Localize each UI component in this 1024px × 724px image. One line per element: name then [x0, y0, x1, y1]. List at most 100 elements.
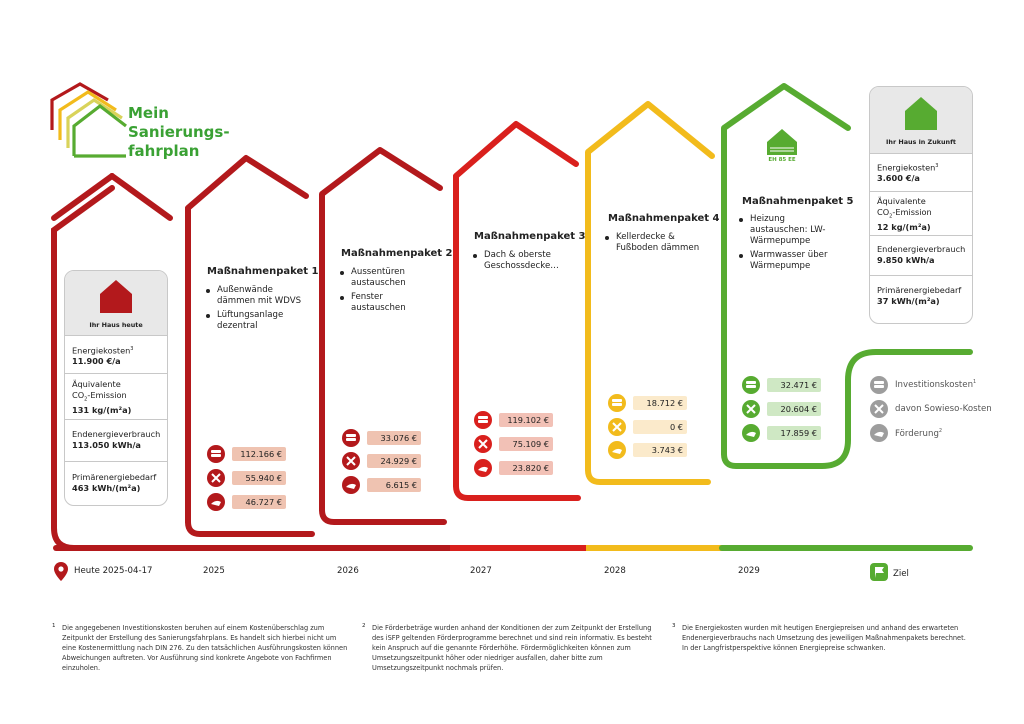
sowieso-cost-icon	[207, 469, 225, 487]
logo-title-line-3: fahrplan	[128, 142, 200, 160]
primary-energy-label: Primärenergiebedarf	[877, 285, 962, 295]
primary-energy-value: 37 kWh/(m²a)	[877, 295, 940, 306]
final-energy-label: Endenergieverbrauch	[72, 429, 161, 439]
footnote-ref: 1	[973, 379, 977, 385]
legend-investment-icon	[870, 376, 888, 394]
co2-label: Äquivalente	[72, 379, 121, 389]
package-5-measures: Heizung austauschen: LW-Wärmepumpe Warmw…	[738, 214, 842, 275]
co2-value: 131 kg/(m²a)	[72, 404, 132, 415]
current-primary-energy: Primärenergiebedarf 463 kWh/(m²a)	[65, 461, 167, 505]
current-energy-costs: Energiekosten3 11.900 €/a	[65, 335, 167, 373]
energy-costs-value: 3.600 €/a	[877, 173, 920, 184]
co2-label-symbol: CO	[72, 389, 85, 400]
final-energy-value: 9.850 kWh/a	[877, 254, 935, 265]
co2-label-symbol: CO	[877, 206, 890, 217]
sowieso-cost-icon	[474, 435, 492, 453]
energy-costs-label: Energiekosten	[877, 162, 936, 173]
co2-label-suffix: -Emission	[87, 389, 127, 400]
house-outline-package-1	[185, 155, 309, 525]
investment-cost-value: 18.712 €	[633, 396, 687, 410]
legend-sowieso-icon	[870, 400, 888, 418]
investment-cost-icon	[207, 445, 225, 463]
timeline-year-2029: 2029	[738, 566, 760, 576]
investment-cost-icon	[742, 376, 760, 394]
goal-flag-icon	[870, 563, 888, 581]
co2-subscript: 2	[889, 213, 893, 220]
package-1-title: Maßnahmenpaket 1	[207, 266, 319, 277]
package-5-title: Maßnahmenpaket 5	[742, 196, 854, 207]
legend-investment: Investitionskosten1	[895, 379, 976, 390]
current-co2-emission: Äquivalente CO2-Emission 131 kg/(m²a)	[65, 373, 167, 419]
logo-title: Mein Sanierungs- fahrplan	[128, 104, 230, 161]
footnote-1-number: 1	[52, 623, 56, 629]
final-energy-value: 113.050 kWh/a	[72, 439, 141, 450]
measure-item: Außenwände dämmen mit WDVS	[205, 285, 305, 307]
footnote-2-text: Die Förderbeträge wurden anhand der Kond…	[372, 624, 652, 672]
package-2-measures: Aussentüren austauschen Fenster austausc…	[339, 267, 439, 317]
timeline-year-2026: 2026	[337, 566, 359, 576]
house-outline-package-2	[319, 147, 443, 513]
footnote-1-text: Die angegebenen Investitionskosten beruh…	[62, 624, 348, 672]
current-house-card-header: Ihr Haus heute	[65, 271, 167, 335]
logo-title-line-1: Mein	[128, 104, 169, 122]
timeline-year-2025: 2025	[203, 566, 225, 576]
house-outline-package-3	[453, 121, 579, 489]
funding-value: 46.727 €	[232, 495, 286, 509]
investment-cost-icon	[608, 394, 626, 412]
timeline-year-2027: 2027	[470, 566, 492, 576]
primary-energy-value: 463 kWh/(m²a)	[72, 482, 141, 493]
funding-icon	[742, 424, 760, 442]
measure-item: Heizung austauschen: LW-Wärmepumpe	[738, 214, 842, 247]
sowieso-cost-value: 24.929 €	[367, 454, 421, 468]
timeline-year-2028: 2028	[604, 566, 626, 576]
sowieso-cost-icon	[742, 400, 760, 418]
current-house-caption: Ihr Haus heute	[89, 321, 143, 329]
investment-cost-icon	[474, 411, 492, 429]
measure-item: Kellerdecke & Fußboden dämmen	[604, 232, 704, 254]
measure-item: Lüftungsanlage dezentral	[205, 310, 305, 332]
future-house-caption: Ihr Haus in Zukunft	[886, 138, 956, 146]
legend-funding-icon	[870, 424, 888, 442]
future-house-card: Ihr Haus in Zukunft Energiekosten3 3.600…	[869, 86, 973, 324]
package-3-title: Maßnahmenpaket 3	[474, 231, 586, 242]
house-outline-package-5	[721, 83, 851, 457]
footnote-3-number: 3	[672, 623, 676, 629]
measure-item: Fenster austauschen	[339, 292, 439, 314]
co2-label-suffix: -Emission	[892, 206, 932, 217]
investment-cost-value: 32.471 €	[767, 378, 821, 392]
efficiency-badge-label: EH 85 EE	[768, 157, 796, 163]
funding-value: 6.615 €	[367, 478, 421, 492]
footnote-2-number: 2	[362, 623, 366, 629]
timeline-goal-label: Ziel	[893, 569, 909, 579]
house-green-icon	[905, 97, 937, 130]
package-2-title: Maßnahmenpaket 2	[341, 248, 453, 259]
funding-icon	[608, 441, 626, 459]
investment-cost-value: 119.102 €	[499, 413, 553, 427]
funding-icon	[342, 476, 360, 494]
investment-cost-value: 33.076 €	[367, 431, 421, 445]
footnote-ref: 3	[935, 163, 939, 169]
sowieso-cost-value: 20.604 €	[767, 402, 821, 416]
legend-sowieso-label: davon Sowieso-Kosten	[895, 404, 992, 414]
sowieso-cost-value: 55.940 €	[232, 471, 286, 485]
future-final-energy: Endenergieverbrauch 9.850 kWh/a	[870, 235, 972, 275]
co2-label: Äquivalente	[877, 196, 926, 206]
final-energy-label: Endenergieverbrauch	[877, 244, 966, 254]
logo-title-line-2: Sanierungs-	[128, 123, 230, 141]
package-1-measures: Außenwände dämmen mit WDVS Lüftungsanlag…	[205, 285, 305, 335]
funding-value: 3.743 €	[633, 443, 687, 457]
current-final-energy: Endenergieverbrauch 113.050 kWh/a	[65, 419, 167, 461]
energy-costs-label: Energiekosten	[72, 345, 131, 356]
house-outline-package-4	[585, 101, 715, 473]
investment-cost-value: 112.166 €	[232, 447, 286, 461]
funding-icon	[207, 493, 225, 511]
package-3-measures: Dach & oberste Geschossdecke…	[472, 250, 572, 275]
future-primary-energy: Primärenergiebedarf 37 kWh/(m²a)	[870, 275, 972, 321]
primary-energy-label: Primärenergiebedarf	[72, 472, 157, 482]
legend-funding-label: Förderung	[895, 428, 939, 439]
package-4-title: Maßnahmenpaket 4	[608, 213, 720, 224]
funding-icon	[474, 459, 492, 477]
footnote-ref: 2	[938, 428, 943, 434]
funding-value: 23.820 €	[499, 461, 553, 475]
